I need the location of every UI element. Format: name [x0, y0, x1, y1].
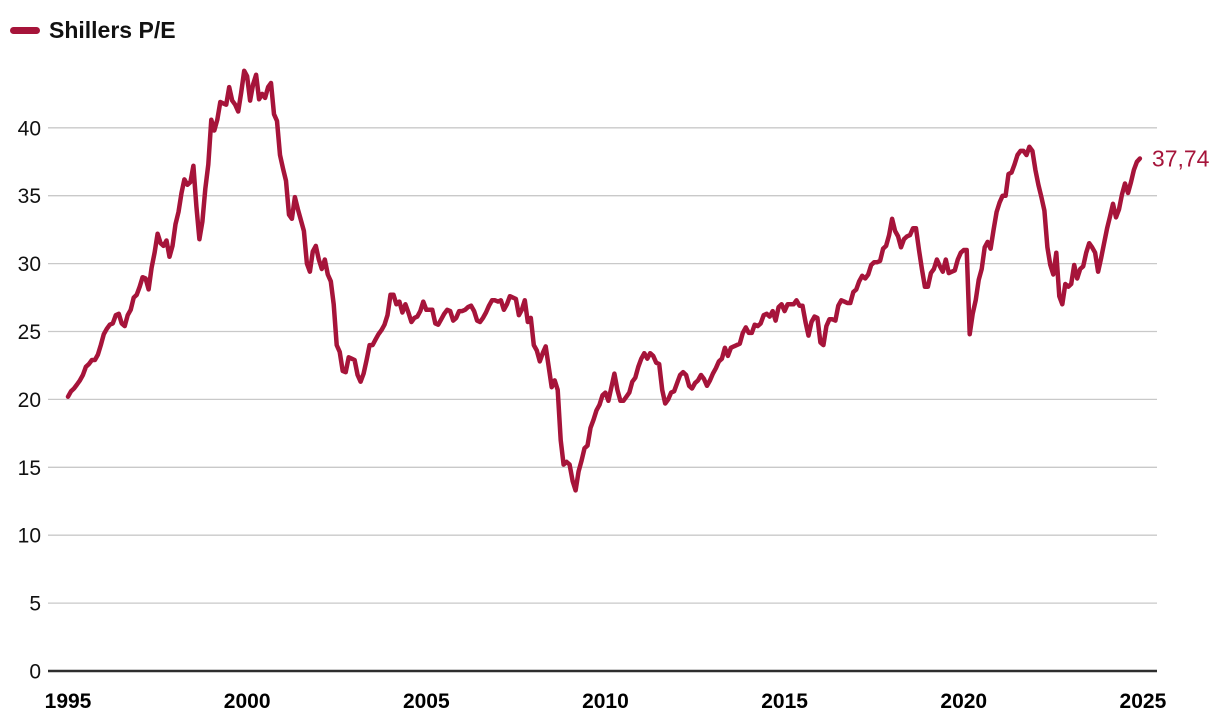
- end-value-label: 37,74: [1152, 145, 1210, 171]
- y-tick-label: 25: [18, 321, 41, 344]
- x-tick-label: 2015: [761, 690, 808, 713]
- legend-line-swatch: [10, 27, 40, 34]
- y-tick-label: 20: [18, 389, 41, 412]
- x-tick-label: 1995: [45, 690, 92, 713]
- legend-label: Shillers P/E: [49, 17, 176, 43]
- y-tick-label: 10: [18, 525, 41, 548]
- x-tick-label: 2000: [224, 690, 271, 713]
- legend: Shillers P/E: [10, 17, 176, 44]
- x-tick-label: 2020: [940, 690, 987, 713]
- series-line: [65, 68, 1143, 493]
- x-tick-label: 2010: [582, 690, 629, 713]
- y-tick-label: 15: [18, 457, 41, 480]
- y-tick-label: 35: [18, 185, 41, 208]
- y-tick-label: 30: [18, 253, 41, 276]
- y-tick-label: 5: [29, 593, 41, 616]
- x-tick-label: 2005: [403, 690, 450, 713]
- x-tick-label: 2025: [1120, 690, 1167, 713]
- y-tick-label: 40: [18, 117, 41, 140]
- y-tick-label: 0: [29, 661, 41, 684]
